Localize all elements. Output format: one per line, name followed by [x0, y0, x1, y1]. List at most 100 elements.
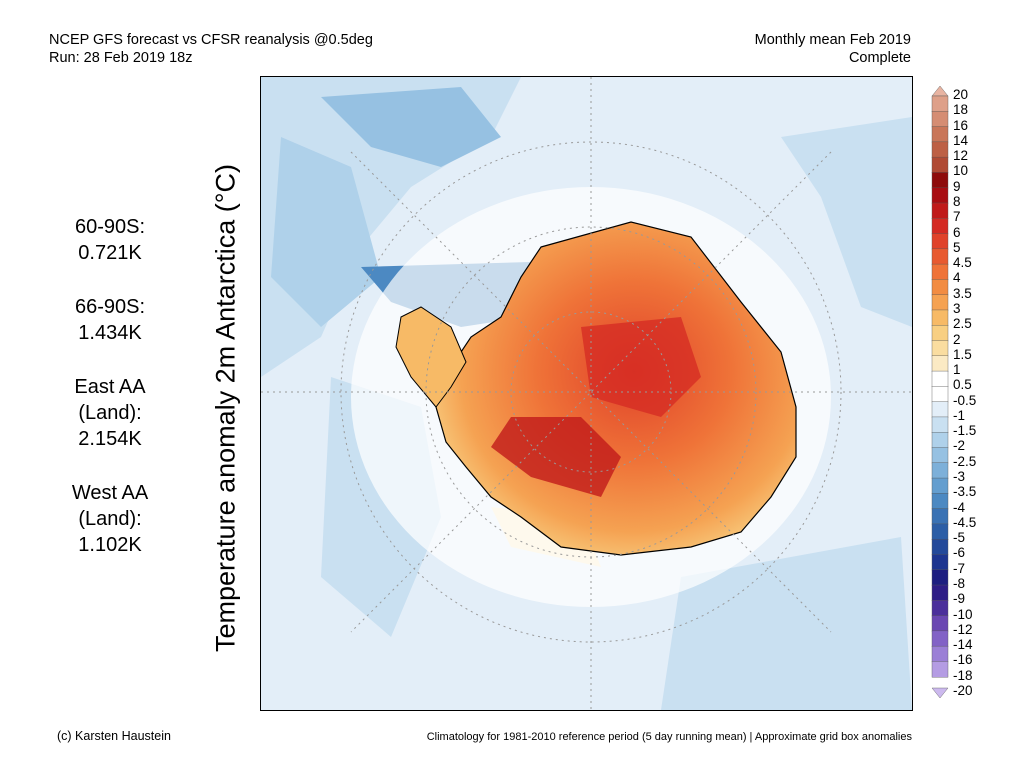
colorbar-swatch: [931, 538, 949, 556]
colorbar-tick-label: -1.5: [953, 423, 977, 439]
colorbar-tick-label: 14: [953, 132, 969, 148]
colorbar-tick-label: 3.5: [953, 285, 972, 301]
colorbar-swatch: [931, 95, 949, 112]
colorbar-swatch: [931, 462, 949, 479]
colorbar-swatch: [931, 233, 949, 250]
warm-anomaly-core: [491, 417, 621, 497]
colorbar-swatch: [931, 340, 949, 357]
colorbar-tick-label: 16: [953, 117, 969, 133]
colorbar-swatch: [931, 126, 949, 143]
stat-value: 1.434K: [78, 322, 142, 344]
colorbar-tick-label: 2: [953, 331, 961, 347]
colorbar-tick-label: -4.5: [953, 514, 977, 530]
colorbar-tick-label: 10: [953, 163, 969, 179]
colorbar-swatch: [931, 416, 949, 433]
colorbar-tick-label: 9: [953, 178, 961, 194]
colorbar-tick-label: -9: [953, 591, 966, 607]
colorbar-tick-label: 3: [953, 300, 961, 316]
colorbar-swatch: [931, 248, 949, 265]
colorbar-tick-label: -10: [953, 606, 973, 622]
colorbar-tick-label: 5: [953, 239, 961, 255]
colorbar-swatch: [931, 218, 949, 235]
colorbar-swatch: [931, 477, 949, 495]
colorbar-tick-label: 2.5: [953, 316, 972, 332]
period-status: Complete: [848, 50, 911, 66]
colorbar-swatch: [931, 687, 949, 698]
colorbar-swatch: [931, 554, 949, 571]
colorbar-tick-label: 0.5: [953, 377, 972, 393]
colorbar-swatch: [931, 401, 949, 418]
colorbar-swatch: [931, 309, 949, 326]
stat-66-90s: 66-90S: 1.434K: [60, 294, 160, 346]
copyright-note: (c) Karsten Haustein: [57, 729, 171, 743]
period-title: Monthly mean Feb 2019: [754, 32, 911, 48]
colorbar-tick-label: -14: [953, 637, 973, 653]
colorbar: [931, 86, 949, 698]
colorbar-swatch: [931, 584, 949, 602]
stat-east-aa: East AA (Land): 2.154K: [60, 374, 160, 452]
colorbar-swatch: [931, 202, 949, 219]
colorbar-swatch: [931, 187, 949, 204]
colorbar-tick-label: -20: [953, 683, 973, 698]
colorbar-tick-label: -5: [953, 530, 966, 546]
stat-west-aa: West AA (Land): 1.102K: [60, 480, 160, 558]
colorbar-swatch: [931, 263, 949, 281]
colorbar-tick-label: 18: [953, 102, 969, 118]
ocean-anomaly-patch: [661, 537, 912, 710]
y-axis-label: Temperature anomaly 2m Antarctica (°C): [210, 164, 241, 652]
colorbar-swatch: [931, 645, 949, 663]
colorbar-tick-label: -8: [953, 576, 966, 592]
colorbar-tick-label: -16: [953, 652, 973, 668]
colorbar-tick-label: 4: [953, 270, 961, 286]
colorbar-swatch: [931, 294, 949, 311]
colorbar-tick-label: -0.5: [953, 392, 977, 408]
colorbar-swatch: [931, 569, 949, 586]
run-time: Run: 28 Feb 2019 18z: [49, 50, 193, 66]
colorbar-tick-label: -2: [953, 438, 966, 454]
header-right: Monthly mean Feb 2019 Complete: [755, 31, 911, 67]
header-left: NCEP GFS forecast vs CFSR reanalysis @0.…: [49, 31, 373, 67]
colorbar-swatch: [931, 600, 949, 617]
climatology-note: Climatology for 1981-2010 reference peri…: [426, 731, 912, 743]
colorbar-swatch: [931, 325, 949, 342]
ocean-anomaly-patch: [321, 87, 501, 167]
colorbar-tick-label: 1: [953, 362, 961, 378]
stat-label: West AA: [71, 482, 149, 504]
colorbar-tick-label: -2.5: [953, 453, 977, 469]
colorbar-tick-label: -1: [953, 407, 966, 423]
stat-60-90s: 60-90S: 0.721K: [60, 214, 160, 266]
map-canvas: [261, 77, 912, 710]
colorbar-tick-label: 4.5: [953, 255, 972, 271]
colorbar-swatch: [931, 508, 949, 525]
colorbar-tick-label: -3: [953, 469, 966, 485]
stat-sublabel: (Land):: [78, 402, 142, 424]
graticule: [261, 77, 912, 710]
colorbar-tick-label: 6: [953, 224, 961, 240]
colorbar-swatch: [931, 432, 949, 449]
colorbar-tick-label: -12: [953, 621, 973, 637]
stat-sublabel: (Land):: [78, 508, 142, 530]
colorbar-tick-label: 8: [953, 193, 961, 209]
colorbar-tick-label: 7: [953, 209, 961, 225]
colorbar-swatch: [931, 111, 949, 128]
colorbar-swatch: [931, 141, 949, 158]
colorbar-swatch: [931, 86, 949, 97]
colorbar-swatch: [931, 172, 949, 189]
model-title: NCEP GFS forecast vs CFSR reanalysis @0.…: [49, 32, 373, 48]
colorbar-swatch: [931, 279, 949, 296]
colorbar-swatch: [931, 523, 949, 540]
stat-label: 66-90S:: [74, 296, 146, 318]
colorbar-tick-label: 20: [953, 87, 969, 102]
stat-label: East AA: [74, 376, 146, 398]
stat-value: 0.721K: [78, 242, 142, 264]
colorbar-swatch: [931, 447, 949, 464]
stats-panel: 60-90S: 0.721K 66-90S: 1.434K East AA (L…: [60, 214, 160, 586]
colorbar-swatch: [931, 386, 949, 403]
antarctic-peninsula: [395, 306, 467, 408]
stat-value: 2.154K: [78, 428, 142, 450]
colorbar-swatch: [931, 661, 949, 678]
anomaly-map: [260, 76, 913, 711]
colorbar-tick-label: 1.5: [953, 346, 972, 362]
colorbar-tick-label: -18: [953, 667, 973, 683]
colorbar-swatch: [931, 355, 949, 372]
